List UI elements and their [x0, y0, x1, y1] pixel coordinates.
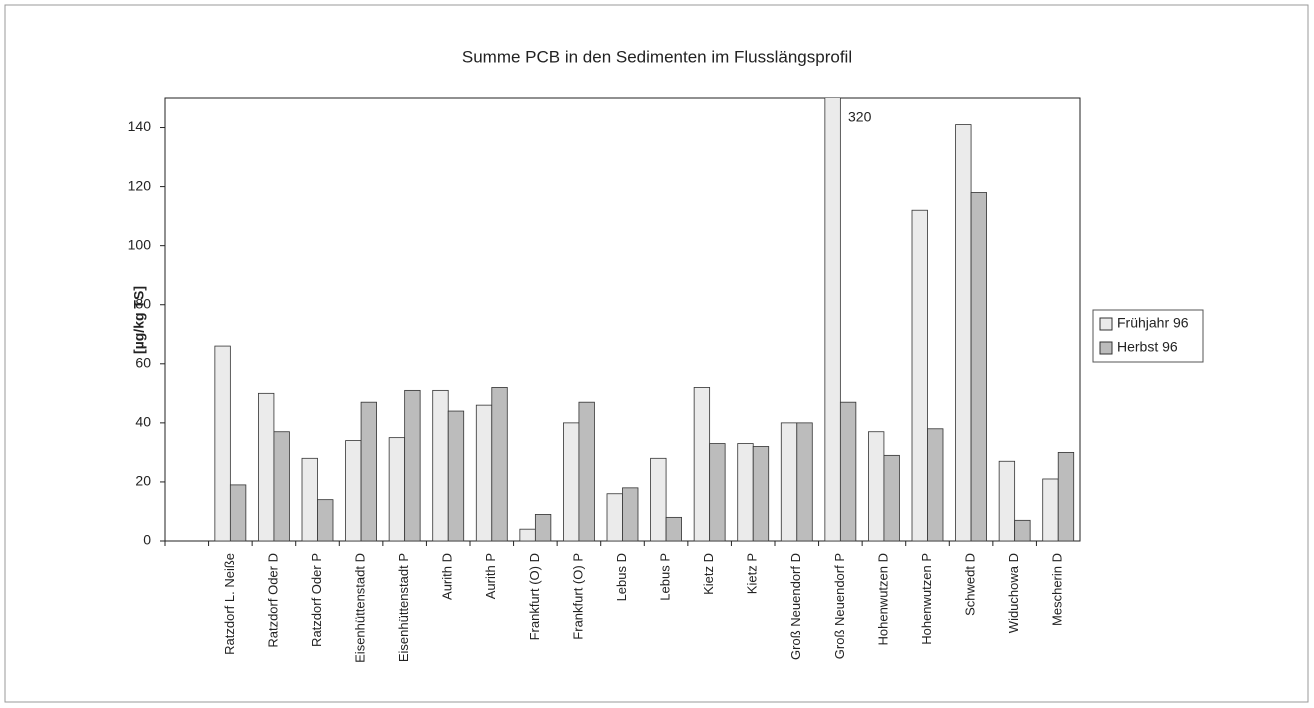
y-tick-label: 140 — [128, 118, 152, 134]
x-tick-label: Frankfurt (O) D — [527, 553, 542, 640]
bar — [447, 410, 465, 542]
y-tick-label: 80 — [135, 295, 151, 311]
y-tick-label: 40 — [135, 414, 151, 430]
bar — [650, 457, 667, 542]
bar — [970, 192, 987, 542]
x-tick-label: Mescherin D — [1050, 553, 1065, 626]
legend-swatch — [1099, 317, 1113, 331]
x-tick-label: Frankfurt (O) P — [570, 553, 585, 640]
x-tick-label: Ratzdorf Oder D — [265, 553, 280, 648]
x-tick-label: Groß Neuendorf D — [788, 553, 803, 660]
x-tick-label: Eisenhüttenstadt P — [396, 553, 411, 662]
bar — [475, 404, 493, 542]
bar — [563, 422, 580, 542]
bar — [752, 446, 770, 542]
bar — [780, 422, 798, 542]
x-tick-label: Ratzdorf L. Neiße — [222, 553, 237, 655]
bar — [229, 484, 247, 542]
bar — [839, 401, 857, 542]
bar — [709, 443, 726, 542]
bar — [868, 431, 885, 542]
bar — [998, 460, 1016, 542]
x-tick-label: Aurith D — [440, 553, 455, 600]
y-tick-label: 0 — [143, 532, 151, 548]
y-axis-label: [µg/kg TS] — [131, 286, 147, 354]
x-tick-label: Ratzdorf Oder P — [309, 553, 324, 647]
bar — [534, 514, 552, 542]
bar — [432, 389, 449, 542]
bar — [911, 209, 928, 542]
legend-swatch — [1099, 341, 1113, 355]
bar — [737, 443, 754, 542]
bar — [317, 499, 334, 542]
y-tick-label: 120 — [128, 177, 152, 193]
y-tick-label: 20 — [135, 473, 151, 489]
bar — [519, 528, 536, 542]
x-tick-label: Eisenhüttenstadt D — [353, 553, 368, 663]
bars — [214, 98, 1075, 542]
bar — [796, 422, 813, 542]
legend-label: Frühjahr 96 — [1117, 315, 1189, 331]
bar — [404, 389, 421, 542]
x-tick-label: Widuchowa D — [1006, 553, 1021, 633]
bar — [491, 387, 508, 542]
x-tick-label: Groß Neuendorf P — [832, 553, 847, 659]
bar — [301, 457, 318, 542]
bar — [665, 516, 682, 542]
x-tick-label: Kietz P — [745, 553, 760, 594]
bar — [1042, 478, 1059, 542]
x-tick-label: Hohenwutzen D — [875, 553, 890, 646]
bar — [388, 437, 406, 542]
legend-label: Herbst 96 — [1117, 339, 1178, 355]
annotation: 320 — [848, 109, 872, 125]
bar — [927, 428, 944, 542]
bar — [258, 392, 275, 542]
bar — [693, 387, 711, 542]
bar — [1014, 519, 1031, 542]
bar — [1057, 451, 1075, 542]
bar — [955, 124, 972, 542]
bar — [883, 454, 900, 542]
frame — [4, 4, 1309, 703]
bar — [622, 487, 639, 542]
bar — [273, 431, 290, 542]
x-tick-label: Lebus D — [614, 553, 629, 601]
bar — [214, 345, 231, 542]
y-tick-label: 60 — [135, 355, 151, 371]
y-tick-label: 100 — [128, 236, 152, 252]
x-tick-label: Schwedt D — [963, 553, 978, 616]
bar — [824, 98, 841, 542]
bar — [345, 440, 362, 542]
x-tick-label: Lebus P — [658, 553, 673, 601]
x-tick-label: Hohenwutzen P — [919, 553, 934, 645]
x-tick-label: Kietz D — [701, 553, 716, 595]
bar — [606, 493, 623, 542]
chart-title: Summe PCB in den Sedimenten im Flussläng… — [462, 47, 852, 66]
x-tick-label: Aurith P — [483, 553, 498, 599]
bar — [578, 401, 595, 542]
bar — [360, 401, 377, 542]
